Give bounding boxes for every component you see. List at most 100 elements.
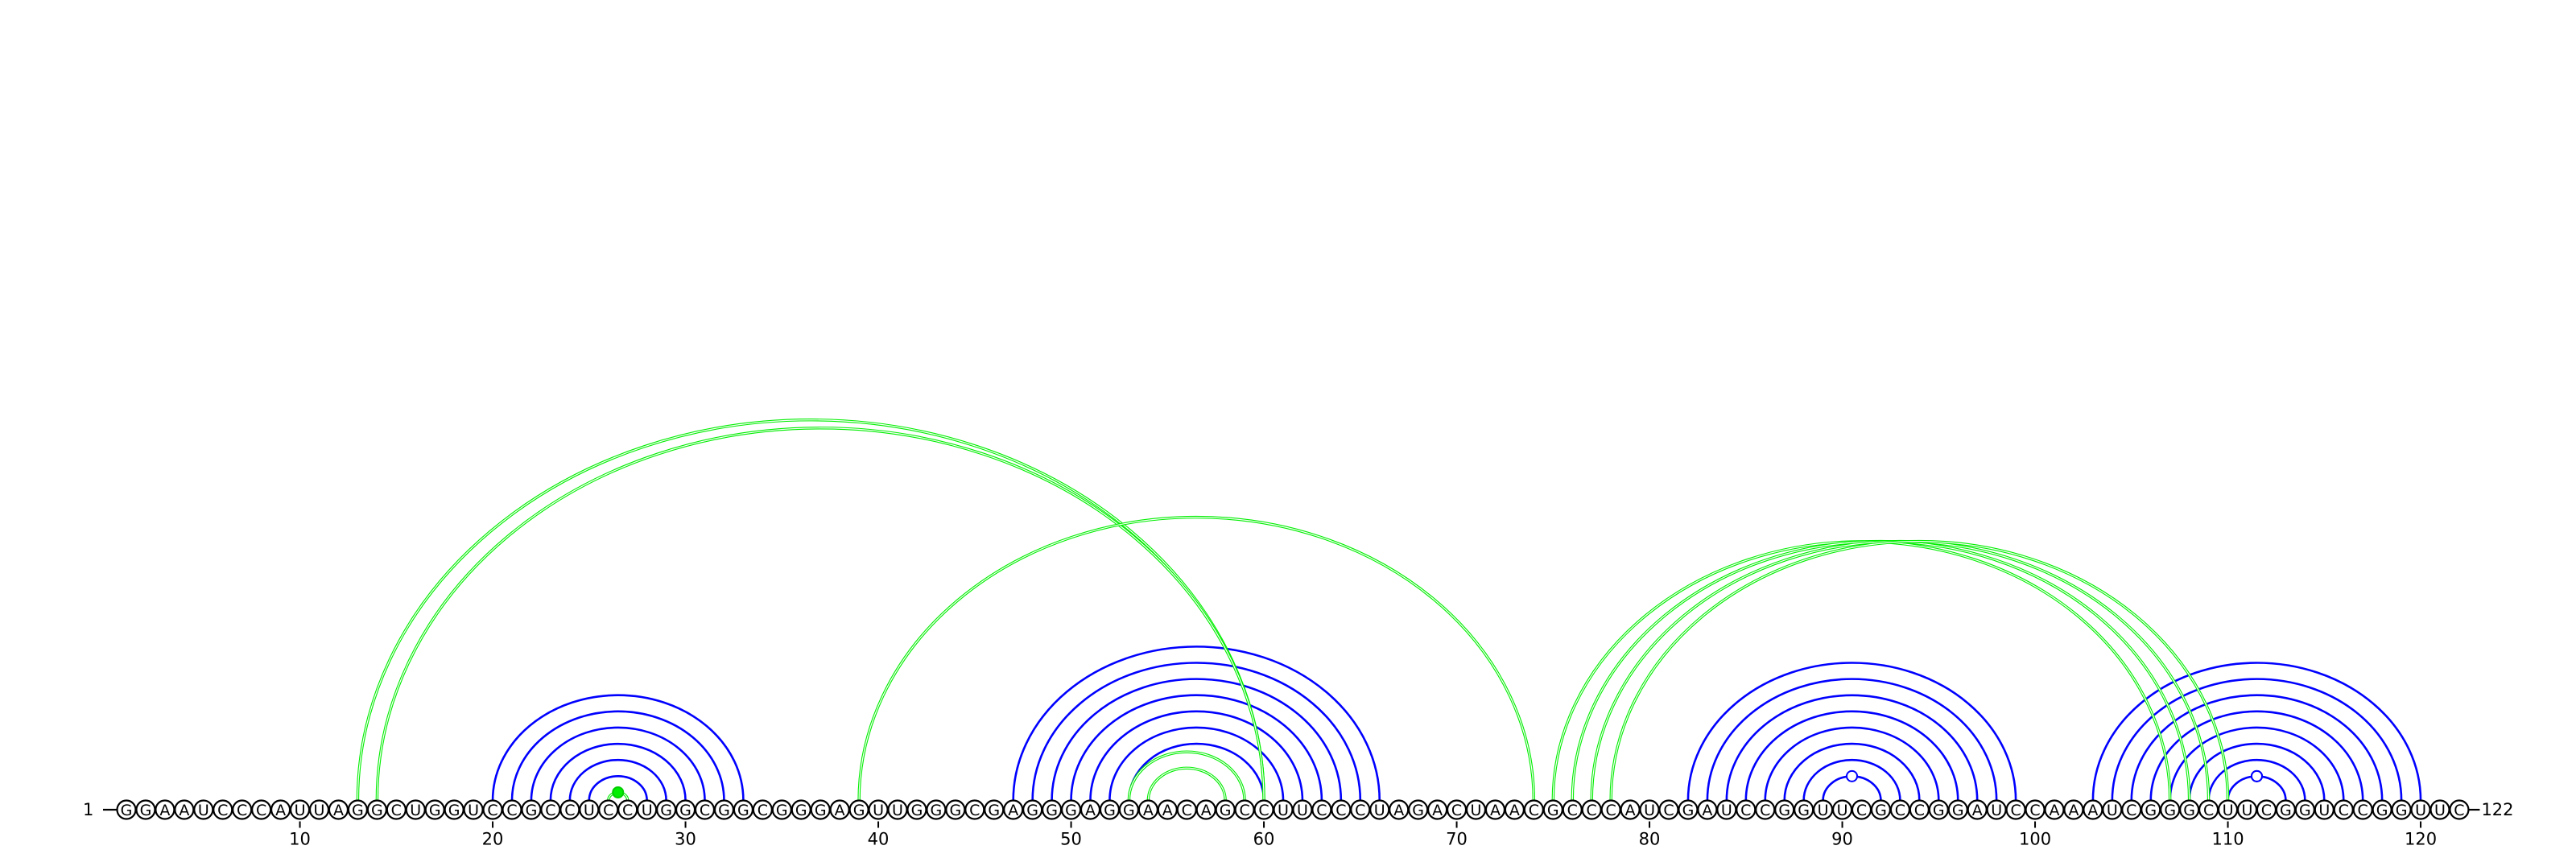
nucleotide-67: A	[1389, 799, 1410, 820]
nucleotide-53: G	[1118, 799, 1140, 820]
sequence-end-label: 122	[2481, 800, 2513, 819]
nucleotide-71: U	[1465, 799, 1487, 820]
nucleotide-89: U	[1813, 799, 1834, 820]
nucleotide-29-letter: G	[660, 802, 672, 819]
nucleotide-14-letter: G	[371, 802, 383, 819]
nucleotide-95-letter: G	[1933, 802, 1945, 819]
nucleotide-121-letter: U	[2434, 802, 2446, 819]
nucleotide-80-letter: U	[1644, 802, 1655, 819]
nucleotide-45: C	[964, 799, 985, 820]
nucleotide-21: C	[502, 799, 522, 820]
nucleotide-31-letter: C	[700, 802, 710, 819]
nucleotide-81: C	[1658, 799, 1679, 820]
nucleotide-37-letter: G	[815, 802, 827, 819]
nucleotide-54-letter: A	[1143, 802, 1154, 819]
nucleotide-55: A	[1157, 799, 1178, 820]
nucleotide-10-letter: U	[295, 802, 306, 819]
nucleotide-9: A	[270, 799, 291, 820]
blue-arc-22-31	[530, 726, 706, 801]
nucleotide-34-letter: C	[758, 802, 768, 819]
nucleotide-61: U	[1273, 799, 1294, 820]
nucleotide-2: G	[135, 799, 156, 820]
nucleotide-33-letter: G	[737, 802, 749, 819]
nucleotide-10: U	[289, 799, 311, 820]
nucleotide-17-letter: G	[429, 802, 441, 819]
pair-markers	[612, 769, 2263, 798]
nucleotide-40: U	[868, 799, 889, 820]
nucleotide-119: G	[2391, 799, 2412, 820]
green-arc-53-59	[1127, 750, 1246, 801]
nucleotide-53-letter: G	[1123, 802, 1135, 819]
nucleotide-108-letter: G	[2183, 802, 2195, 819]
blue-arc-88-93	[1802, 758, 1901, 801]
nucleotide-66-letter: U	[1374, 802, 1385, 819]
blue-arc-107-116	[2169, 726, 2345, 801]
nucleotide-8-letter: C	[256, 802, 266, 819]
nucleotide-90: U	[1831, 799, 1853, 820]
nucleotide-115: U	[2314, 799, 2334, 820]
nucleotide-113: G	[2275, 799, 2296, 820]
green-arc-39-74	[857, 515, 1536, 801]
nucleotide-63: C	[1311, 799, 1332, 820]
nucleotide-117-letter: C	[2358, 802, 2368, 819]
nucleotide-75-letter: G	[1547, 802, 1559, 819]
nucleotide-7: C	[232, 799, 253, 820]
nucleotide-30-letter: G	[679, 802, 691, 819]
nucleotide-78-letter: C	[1606, 802, 1616, 819]
nucleotide-119-letter: G	[2396, 802, 2408, 819]
nucleotide-11: U	[308, 799, 330, 820]
nucleotide-14: G	[366, 799, 387, 820]
nucleotide-59: C	[1234, 799, 1255, 820]
nucleotide-112-letter: C	[2261, 802, 2272, 819]
nucleotide-48-letter: G	[1026, 802, 1038, 819]
nucleotide-29: G	[655, 799, 677, 820]
nucleotide-8: C	[251, 799, 272, 820]
nucleotide-99-letter: C	[2010, 802, 2021, 819]
blue-arc-48-65	[1031, 662, 1362, 801]
nucleotide-41-letter: U	[892, 802, 903, 819]
nucleotide-67-letter: A	[1393, 802, 1404, 819]
nucleotide-24: C	[559, 799, 580, 820]
green-arc-54-58-core	[1147, 767, 1226, 801]
green-arc-78-110	[1609, 539, 2230, 801]
tick-label-90: 90	[1831, 830, 1853, 849]
nucleotide-41: U	[887, 799, 908, 820]
blue-arc-104-119	[2111, 678, 2403, 801]
nucleotide-109-letter: C	[2203, 802, 2214, 819]
tick-label-20: 20	[482, 830, 504, 849]
nucleotide-4: A	[174, 799, 195, 820]
green-arc-76-108-core	[1571, 541, 2190, 801]
nucleotide-48: G	[1022, 799, 1043, 820]
nucleotide-90-letter: U	[1837, 802, 1848, 819]
nucleotide-100-letter: C	[2029, 802, 2040, 819]
nucleotide-120: U	[2410, 799, 2431, 820]
nucleotide-39-letter: G	[853, 802, 865, 819]
nucleotide-94: C	[1909, 799, 1930, 820]
nucleotide-52-letter: G	[1104, 802, 1116, 819]
nucleotide-45-letter: C	[969, 802, 980, 819]
nucleotide-72-letter: A	[1490, 802, 1501, 819]
nucleotide-4-letter: A	[179, 802, 189, 819]
nucleotide-102-letter: A	[2068, 802, 2079, 819]
nucleotide-91: C	[1851, 799, 1872, 820]
nucleotide-1-letter: G	[121, 802, 133, 819]
nucleotide-64: C	[1331, 799, 1352, 820]
blue-arc-25-28	[588, 775, 648, 801]
nucleotide-18: G	[444, 799, 464, 820]
nucleotide-21-letter: C	[506, 802, 517, 819]
nucleotide-73: A	[1504, 799, 1525, 820]
tick-label-30: 30	[675, 830, 696, 849]
nucleotide-99: C	[2005, 799, 2026, 820]
nucleotide-113-letter: G	[2280, 802, 2292, 819]
blue-arc-21-32	[510, 710, 725, 801]
nucleotide-92: G	[1870, 799, 1892, 820]
nucleotide-60: C	[1253, 799, 1274, 820]
nucleotide-93: C	[1889, 799, 1910, 820]
tick-label-100: 100	[2019, 830, 2051, 849]
nucleotide-57: A	[1195, 799, 1216, 820]
open-marker-90	[1846, 769, 1859, 782]
blue-arc-51-62	[1089, 710, 1304, 801]
nucleotide-27-letter: C	[622, 802, 633, 819]
nucleotide-111: U	[2236, 799, 2258, 820]
